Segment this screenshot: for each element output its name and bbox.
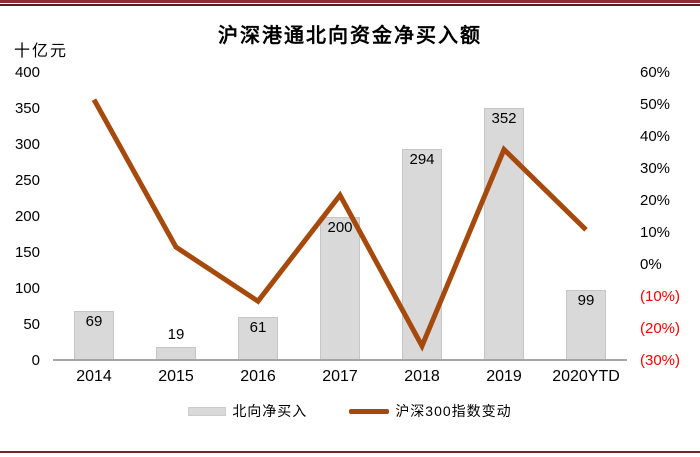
bar-value-label: 99: [577, 291, 595, 309]
x-axis-label-2020YTD: 2020YTD: [552, 368, 620, 385]
legend: 北向净买入 沪深300指数变动: [0, 401, 700, 421]
bar-2019: [484, 107, 524, 360]
x-axis-line: [53, 359, 627, 361]
left-axis-tick-label: 400: [14, 64, 40, 81]
right-axis-tick-label: 30%: [640, 160, 671, 177]
left-axis-tick-label: 50: [23, 316, 40, 333]
bar-swatch-icon: [188, 406, 227, 416]
bar-value-label: 19: [167, 326, 185, 344]
left-axis-tick-label: 350: [14, 100, 40, 117]
x-axis-label-2014: 2014: [76, 368, 112, 385]
x-axis-label-2016: 2016: [240, 368, 276, 385]
right-axis-tick-label: 10%: [640, 224, 671, 241]
left-axis-tick-label: 0: [31, 352, 40, 369]
left-axis-unit-label: 十亿元: [14, 43, 69, 60]
top-rule-secondary: [0, 4, 700, 6]
bar-value-label: 294: [409, 151, 435, 169]
x-axis-label-2017: 2017: [322, 368, 358, 385]
left-axis-tick-label: 150: [14, 244, 40, 261]
right-axis-tick-label: 60%: [640, 64, 671, 81]
bottom-rule: [0, 451, 700, 453]
bar-value-label: 69: [85, 313, 103, 331]
top-rule-primary: [0, 0, 700, 3]
bar-value-label: 200: [327, 219, 353, 236]
chart-title: 沪深港通北向资金净买入额: [218, 25, 482, 47]
right-axis-tick-label: 40%: [640, 128, 671, 145]
right-axis-tick-label: 20%: [640, 192, 671, 209]
left-axis-tick-label: 100: [14, 280, 40, 297]
right-axis-tick-label: (20%): [640, 320, 681, 337]
line-swatch-icon: [349, 408, 390, 414]
x-axis-label-2018: 2018: [404, 368, 440, 385]
right-axis-tick-label: 50%: [640, 96, 671, 113]
legend-item-bar-series: 北向净买入: [188, 401, 307, 421]
left-axis-tick-label: 200: [14, 208, 40, 225]
bar-2017: [320, 217, 360, 360]
bar-value-label: 61: [249, 319, 267, 337]
left-axis-tick-label: 250: [14, 172, 40, 189]
left-axis-tick-label: 300: [14, 136, 40, 153]
right-axis-tick-label: (30%): [640, 352, 681, 369]
right-axis-tick-label: (10%): [640, 288, 681, 305]
x-axis-label-2015: 2015: [158, 368, 194, 385]
right-axis-tick-label: 0%: [640, 256, 662, 273]
legend-item-line-series: 沪深300指数变动: [349, 401, 511, 421]
legend-bar-label: 北向净买入: [232, 403, 308, 419]
x-axis-label-2019: 2019: [486, 368, 522, 385]
legend-line-label: 沪深300指数变动: [395, 403, 512, 419]
bar-2018: [402, 149, 442, 360]
bar-value-label: 352: [491, 109, 517, 127]
